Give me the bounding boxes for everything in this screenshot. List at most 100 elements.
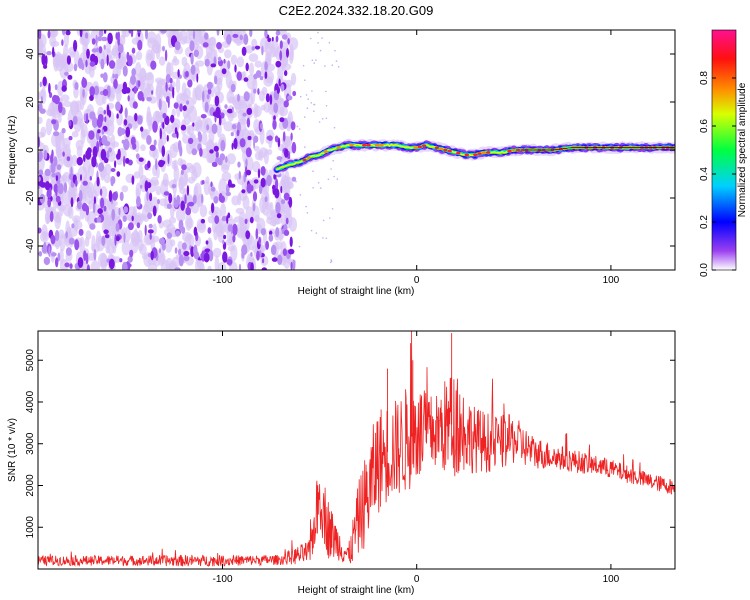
- noise-blob: [42, 230, 48, 238]
- noise-blob: [81, 62, 85, 71]
- noise-speck: [295, 180, 297, 183]
- noise-blob: [226, 259, 233, 265]
- noise-blob: [257, 88, 260, 95]
- noise-blob: [115, 235, 120, 242]
- noise-blob: [266, 216, 273, 225]
- noise-blob: [145, 30, 148, 40]
- noise-blob: [288, 48, 294, 64]
- noise-blob: [166, 62, 174, 76]
- noise-blob: [61, 127, 66, 134]
- noise-blob: [88, 66, 95, 78]
- noise-blob: [138, 164, 144, 180]
- noise-blob: [49, 211, 54, 223]
- noise-blob: [100, 58, 105, 70]
- ridge-peak: [486, 151, 491, 154]
- noise-blob: [112, 244, 117, 254]
- noise-blob: [178, 177, 184, 191]
- noise-blob: [232, 235, 236, 243]
- noise-blob: [284, 70, 288, 77]
- noise-blob: [46, 51, 52, 56]
- noise-speck: [315, 59, 317, 61]
- noise-blob: [100, 148, 107, 161]
- noise-blob: [106, 150, 110, 159]
- noise-blob: [132, 101, 138, 109]
- noise-speck: [324, 65, 326, 67]
- noise-blob: [66, 55, 71, 65]
- noise-blob: [288, 248, 295, 255]
- noise-blob: [123, 119, 128, 126]
- noise-blob: [146, 31, 157, 44]
- noise-blob: [276, 86, 280, 95]
- noise-blob: [186, 125, 191, 135]
- noise-blob: [210, 63, 217, 68]
- noise-blob: [275, 178, 279, 191]
- ridge-peak: [481, 151, 487, 154]
- ridge-peak: [374, 143, 380, 147]
- noise-blob: [208, 250, 214, 262]
- noise-blob: [185, 213, 193, 231]
- noise-speck: [298, 128, 301, 130]
- noise-blob: [215, 151, 219, 159]
- noise-speck: [325, 117, 328, 120]
- noise-speck: [325, 105, 328, 107]
- noise-blob: [55, 195, 61, 203]
- noise-blob: [236, 56, 245, 68]
- noise-blob: [65, 247, 72, 256]
- noise-speck: [298, 245, 301, 248]
- noise-blob: [126, 51, 130, 61]
- noise-blob: [271, 36, 274, 42]
- noise-blob: [254, 60, 262, 68]
- noise-blob: [57, 183, 64, 195]
- ridge-peak: [443, 148, 448, 152]
- noise-blob: [51, 119, 57, 125]
- noise-blob: [177, 240, 183, 250]
- noise-blob: [216, 30, 220, 36]
- noise-blob: [155, 158, 158, 171]
- ridge-peak: [413, 146, 418, 149]
- colorbar-ticks: 0.0 0.2 0.4 0.6 0.8: [699, 71, 736, 277]
- noise-blob: [245, 147, 252, 158]
- noise-blob: [38, 30, 42, 40]
- noise-blob: [48, 82, 51, 94]
- noise-blob: [209, 149, 214, 154]
- noise-speck: [305, 205, 307, 208]
- noise-blob: [117, 148, 121, 160]
- noise-blob: [281, 63, 292, 71]
- noise-speck: [312, 187, 314, 189]
- noise-blob: [276, 156, 283, 161]
- noise-blob: [245, 169, 252, 176]
- noise-blob: [213, 145, 219, 152]
- noise-blob: [128, 30, 133, 34]
- noise-blob: [73, 39, 78, 52]
- noise-blob: [273, 115, 276, 121]
- noise-blob: [55, 257, 59, 268]
- noise-blob: [282, 131, 286, 142]
- noise-blob: [67, 206, 74, 219]
- noise-blob: [279, 117, 285, 123]
- noise-blob: [69, 263, 73, 269]
- noise-blob: [61, 85, 67, 92]
- noise-blob: [193, 244, 198, 257]
- noise-speck: [299, 194, 302, 196]
- noise-speck: [318, 121, 321, 123]
- noise-blob: [122, 215, 127, 222]
- colorbar-tick-label: 0.8: [699, 71, 710, 85]
- noise-blob: [93, 196, 96, 205]
- noise-blob: [51, 173, 57, 178]
- noise-blob: [223, 58, 226, 64]
- noise-blob: [206, 81, 213, 90]
- noise-blob: [272, 119, 277, 130]
- noise-blob: [89, 86, 95, 97]
- noise-blob: [200, 114, 207, 119]
- noise-blob: [57, 252, 61, 262]
- noise-blob: [253, 103, 259, 119]
- ridge-peak: [477, 152, 482, 155]
- noise-blob: [161, 160, 166, 165]
- noise-blob: [274, 135, 279, 143]
- noise-blob: [55, 175, 59, 182]
- noise-blob: [140, 144, 146, 152]
- noise-speck: [334, 49, 336, 52]
- noise-blob: [41, 53, 46, 66]
- noise-speck: [331, 64, 334, 66]
- noise-blob: [188, 235, 195, 247]
